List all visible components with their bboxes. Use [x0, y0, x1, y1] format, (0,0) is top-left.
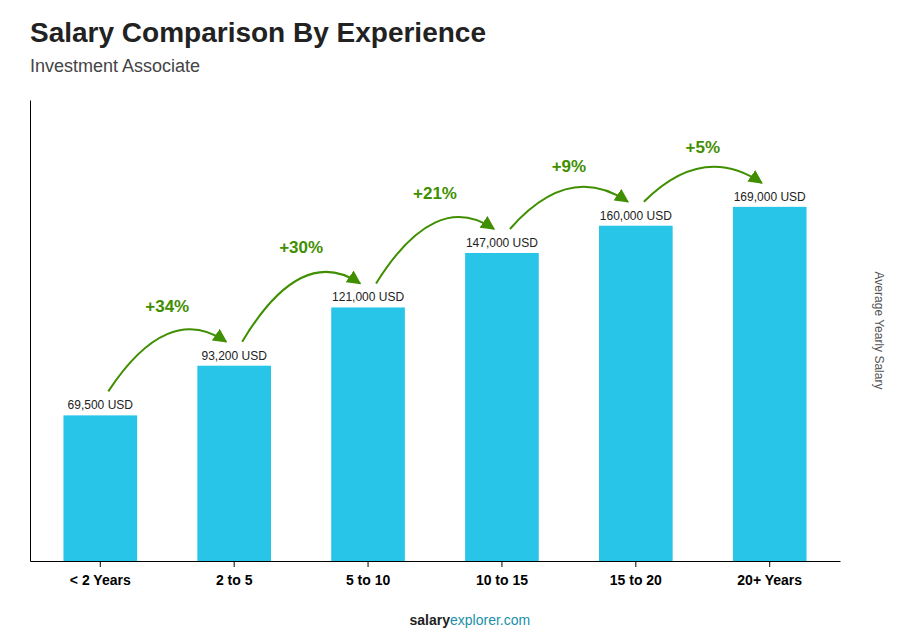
value-label: 160,000 USD: [600, 209, 672, 223]
bar: [733, 207, 807, 561]
x-tick: 15 to 20: [610, 561, 662, 588]
value-labels: 69,500 USD 93,200 USD 121,000 USD 147,000 U…: [68, 190, 806, 412]
x-tick-mark: [368, 561, 369, 567]
y-axis: [30, 101, 31, 562]
bar: [197, 366, 271, 561]
plot: < 2 Years 2 to 5 5 to 10 10 to 15 15 to 20 20…: [31, 101, 841, 589]
pct-arrow: [644, 167, 762, 202]
chart: Salary Comparison By Experience Investmen…: [0, 0, 900, 641]
x-tick: 20+ Years: [737, 561, 802, 588]
x-tick-label: 2 to 5: [216, 572, 253, 588]
subtitle: Investment Associate: [30, 56, 200, 76]
footer: explorer.com: [450, 612, 530, 628]
x-tick-mark: [501, 561, 502, 567]
bar: [331, 307, 405, 561]
x-tick: 10 to 15: [476, 561, 528, 588]
value-label: 121,000 USD: [332, 290, 404, 304]
x-tick-mark: [635, 561, 636, 567]
x-tick-mark: [769, 561, 770, 567]
pct-arrow: [376, 217, 494, 283]
bars: [63, 207, 806, 561]
x-tick-mark: [100, 561, 101, 567]
x-axis-line: [31, 561, 841, 562]
pct-label: +34%: [145, 297, 189, 316]
pct-arrow: [108, 329, 226, 391]
x-tick-label: 10 to 15: [476, 572, 528, 588]
x-tick-label: 5 to 10: [346, 572, 391, 588]
pct-label: +5%: [686, 138, 721, 157]
x-tick: 5 to 10: [346, 561, 391, 588]
pct-label: +9%: [552, 157, 587, 176]
value-label: 147,000 USD: [466, 236, 538, 250]
bar: [599, 226, 673, 561]
bar: [63, 415, 137, 561]
x-tick-mark: [234, 561, 235, 567]
y-axis-line: [30, 101, 31, 562]
value-label: 69,500 USD: [68, 398, 134, 412]
annotations: +34% +30% +21% +9% +5%: [108, 138, 761, 391]
bar: [465, 253, 539, 561]
footer: salary: [410, 612, 451, 628]
x-tick: 2 to 5: [216, 561, 253, 588]
x-tick-label: 15 to 20: [610, 572, 662, 588]
value-label: 169,000 USD: [734, 190, 806, 204]
x-tick-label: < 2 Years: [70, 572, 131, 588]
x-tick-label: 20+ Years: [737, 572, 802, 588]
pct-label: +30%: [279, 238, 323, 257]
title: Salary Comparison By Experience: [30, 17, 486, 48]
value-label: 93,200 USD: [201, 349, 267, 363]
pct-arrow: [242, 272, 360, 342]
y-axis-title: Average Yearly Salary: [872, 272, 886, 390]
pct-arrow: [510, 187, 628, 229]
pct-label: +21%: [413, 184, 457, 203]
x-tick: < 2 Years: [70, 561, 131, 588]
x-axis: < 2 Years 2 to 5 5 to 10 10 to 15 15 to 20 20…: [31, 561, 841, 588]
